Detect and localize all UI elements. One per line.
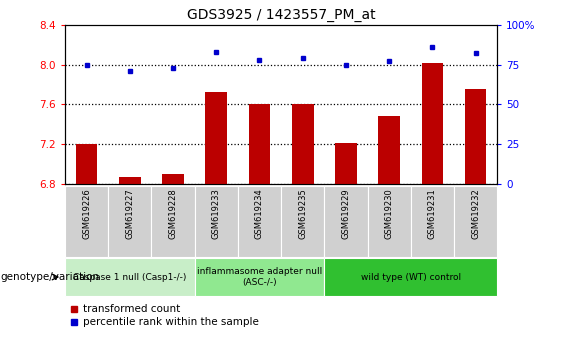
Text: GSM619232: GSM619232 bbox=[471, 188, 480, 239]
Text: GSM619233: GSM619233 bbox=[212, 188, 221, 239]
Text: GSM619234: GSM619234 bbox=[255, 188, 264, 239]
Bar bbox=[65, 258, 194, 296]
Bar bbox=[421, 63, 443, 184]
Text: GSM619231: GSM619231 bbox=[428, 188, 437, 239]
Text: GSM619226: GSM619226 bbox=[82, 188, 91, 239]
Bar bbox=[324, 258, 497, 296]
Text: Caspase 1 null (Casp1-/-): Caspase 1 null (Casp1-/-) bbox=[73, 273, 186, 281]
Bar bbox=[151, 186, 194, 257]
Text: GSM619235: GSM619235 bbox=[298, 188, 307, 239]
Bar bbox=[454, 186, 497, 257]
Text: GSM619228: GSM619228 bbox=[168, 188, 177, 239]
Bar bbox=[65, 186, 108, 257]
Bar bbox=[162, 174, 184, 184]
Text: GSM619230: GSM619230 bbox=[385, 188, 394, 239]
Bar bbox=[206, 92, 227, 184]
Text: GSM619227: GSM619227 bbox=[125, 188, 134, 239]
Bar bbox=[249, 104, 270, 184]
Bar bbox=[108, 186, 151, 257]
Bar bbox=[119, 177, 141, 184]
Title: GDS3925 / 1423557_PM_at: GDS3925 / 1423557_PM_at bbox=[187, 8, 375, 22]
Bar bbox=[194, 186, 238, 257]
Text: wild type (WT) control: wild type (WT) control bbox=[360, 273, 461, 281]
Bar bbox=[238, 186, 281, 257]
Bar bbox=[281, 186, 324, 257]
Text: GSM619229: GSM619229 bbox=[341, 188, 350, 239]
Bar bbox=[367, 186, 411, 257]
Bar bbox=[379, 116, 400, 184]
Text: genotype/variation: genotype/variation bbox=[1, 272, 99, 282]
Bar bbox=[76, 144, 97, 184]
Bar bbox=[324, 186, 368, 257]
Bar bbox=[292, 104, 314, 184]
Bar bbox=[411, 186, 454, 257]
Text: inflammasome adapter null
(ASC-/-): inflammasome adapter null (ASC-/-) bbox=[197, 267, 322, 287]
Bar bbox=[465, 88, 486, 184]
Legend: transformed count, percentile rank within the sample: transformed count, percentile rank withi… bbox=[70, 304, 259, 327]
Bar bbox=[335, 143, 357, 184]
Bar bbox=[194, 258, 324, 296]
